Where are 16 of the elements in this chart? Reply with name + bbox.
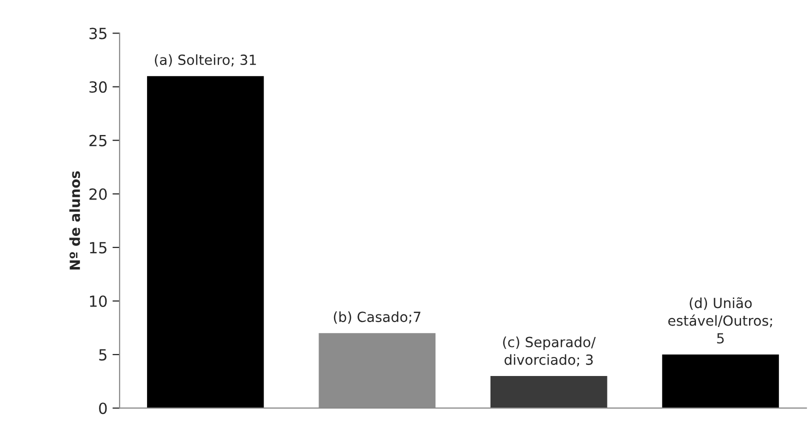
y-tick-label: 20 [89,188,107,200]
y-tick-label: 15 [90,242,106,254]
y-tick-label: 5 [99,349,106,361]
y-tick-label: 10 [90,295,107,308]
data-label: (a) Solteiro; 31 [154,54,256,67]
data-label: (b) Casado;7 [334,311,420,324]
y-axis-title: Nº de alunos [69,171,80,270]
y-tick-label: 30 [90,81,107,93]
bar [147,76,264,408]
data-label: (d) União estável/Outros; 5 [668,297,772,344]
bar [490,376,608,408]
y-tick-label: 25 [89,134,106,146]
y-tick-label: 35 [90,28,106,40]
data-label: (c) Separado/ divorciado; 3 [503,336,596,366]
bar [662,354,779,408]
y-tick-label: 0 [99,402,107,414]
